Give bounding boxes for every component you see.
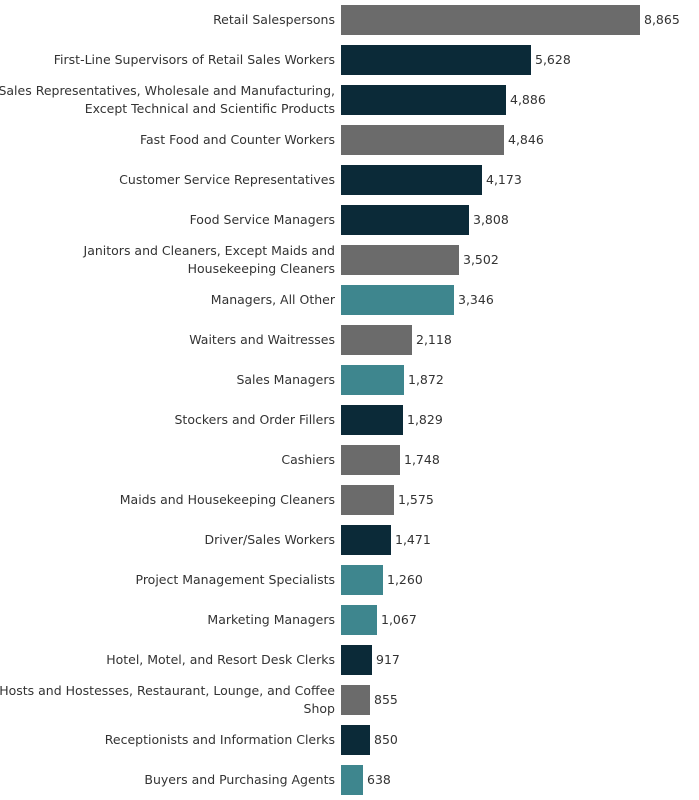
bar (341, 125, 504, 155)
bar (341, 765, 363, 795)
category-label: Receptionists and Information Clerks (104, 732, 335, 747)
bar (341, 605, 377, 635)
bar (341, 725, 370, 755)
bar (341, 645, 372, 675)
value-label: 917 (376, 652, 400, 667)
value-label: 1,471 (395, 532, 431, 547)
value-label: 4,886 (510, 92, 546, 107)
bar (341, 165, 482, 195)
category-label: Stockers and Order Fillers (174, 412, 336, 427)
bar (341, 565, 383, 595)
category-label: Sales Managers (236, 372, 335, 387)
category-label: Customer Service Representatives (119, 172, 335, 187)
bar (341, 205, 469, 235)
value-label: 2,118 (416, 332, 452, 347)
bar (341, 485, 394, 515)
value-label: 1,067 (381, 612, 417, 627)
value-label: 3,346 (458, 292, 494, 307)
value-label: 638 (367, 772, 391, 787)
bar (341, 245, 459, 275)
bar (341, 85, 506, 115)
category-label: Hotel, Motel, and Resort Desk Clerks (106, 652, 335, 667)
bar (341, 445, 400, 475)
value-label: 1,260 (387, 572, 423, 587)
category-label: Food Service Managers (189, 212, 335, 227)
bar (341, 525, 391, 555)
category-label: Janitors and Cleaners, Except Maids and … (83, 243, 335, 276)
value-label: 1,829 (407, 412, 443, 427)
category-label: Marketing Managers (207, 612, 335, 627)
category-label: Project Management Specialists (135, 572, 336, 587)
category-label: Waiters and Waitresses (189, 332, 335, 347)
value-label: 3,502 (463, 252, 499, 267)
bar (341, 325, 412, 355)
bar (341, 685, 370, 715)
category-label: Maids and Housekeeping Cleaners (119, 492, 335, 507)
bar (341, 285, 454, 315)
value-label: 3,808 (473, 212, 509, 227)
value-label: 1,872 (408, 372, 444, 387)
value-label: 1,748 (404, 452, 440, 467)
category-label: Buyers and Purchasing Agents (144, 772, 335, 787)
value-label: 4,846 (508, 132, 544, 147)
value-label: 855 (374, 692, 398, 707)
value-label: 850 (374, 732, 398, 747)
value-label: 8,865 (644, 12, 680, 27)
category-label: Retail Salespersons (213, 12, 335, 27)
bar (341, 5, 640, 35)
category-label: Cashiers (281, 452, 335, 467)
category-label: First-Line Supervisors of Retail Sales W… (53, 52, 335, 67)
value-label: 4,173 (486, 172, 522, 187)
bar (341, 405, 403, 435)
bar (341, 45, 531, 75)
value-label: 1,575 (398, 492, 434, 507)
category-label: Fast Food and Counter Workers (139, 132, 335, 147)
category-label: Hosts and Hostesses, Restaurant, Lounge,… (0, 683, 335, 716)
value-label: 5,628 (535, 52, 571, 67)
bar (341, 365, 404, 395)
category-label: Sales Representatives, Wholesale and Man… (0, 83, 335, 116)
category-label: Managers, All Other (210, 292, 335, 307)
category-label: Driver/Sales Workers (204, 532, 335, 547)
